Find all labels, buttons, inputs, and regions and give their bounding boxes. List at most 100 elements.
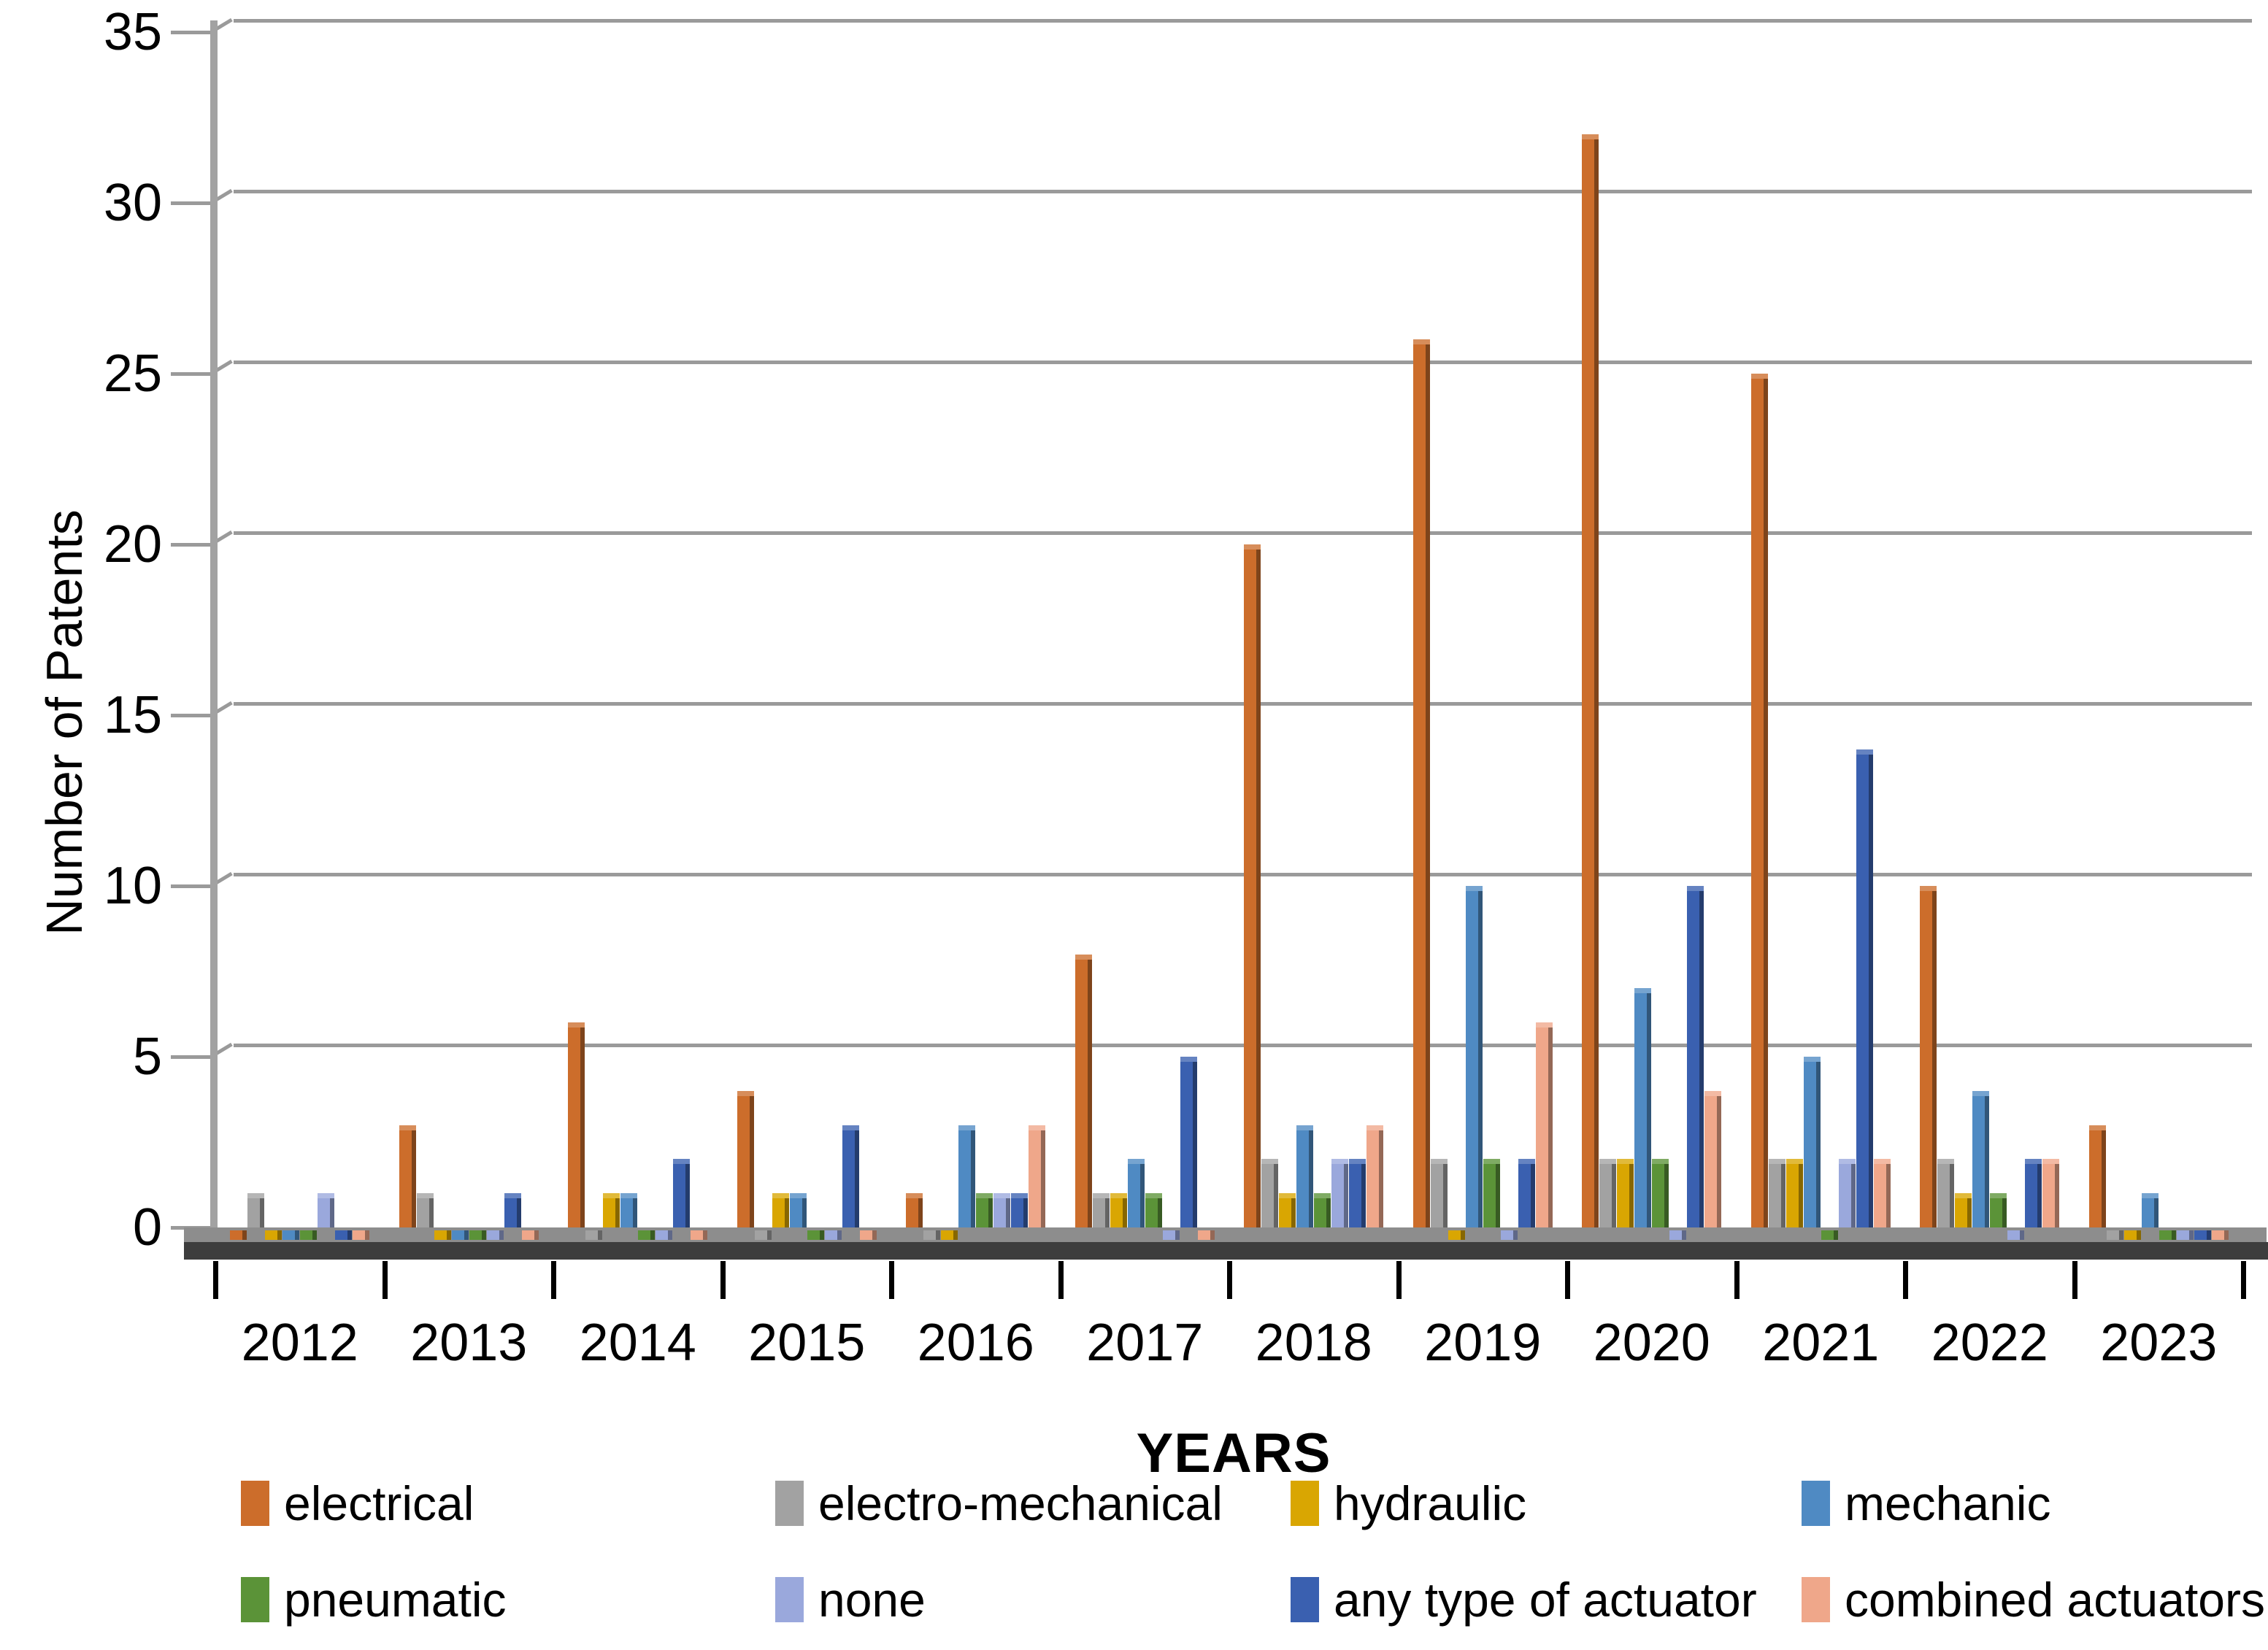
bar-none-2012	[318, 1193, 334, 1227]
zero-pad-combined-actuators-2013	[521, 1230, 539, 1240]
bar-shade-edge	[1495, 1159, 1500, 1227]
zero-pad-none-2022	[2007, 1230, 2024, 1240]
legend-item-pneumatic: pneumatic	[241, 1570, 507, 1629]
x-axis-title: YEARS	[1136, 1422, 1331, 1484]
x-axis-tick-9	[1734, 1261, 1740, 1299]
pad-shade-edge	[2118, 1230, 2123, 1240]
zero-pad-hydraulic-2012	[265, 1230, 282, 1240]
plot-floor-front	[184, 1242, 2268, 1260]
bar-shade-edge	[1122, 1193, 1127, 1227]
bar-shade-edge	[1850, 1159, 1856, 1227]
bar-combined-actuators-2020	[1704, 1090, 1721, 1227]
zero-pad-combined-actuators-2015	[859, 1230, 877, 1240]
gridline-15	[234, 702, 2252, 706]
legend-swatch-icon	[1291, 1481, 1319, 1526]
x-axis-tick-7	[1396, 1261, 1402, 1299]
bar-shade-edge	[516, 1193, 521, 1227]
bar-shade-edge	[971, 1125, 975, 1227]
bar-electrical-2015	[737, 1090, 754, 1227]
pad-shade-edge	[953, 1230, 958, 1240]
legend-item-none: none	[775, 1570, 926, 1629]
bar-shade-edge	[1717, 1090, 1721, 1227]
bar-shade-edge	[854, 1125, 859, 1227]
bar-top-cap	[247, 1193, 264, 1199]
x-axis-label-2017: 2017	[1086, 1314, 1204, 1372]
bar-any-type-of-actuator-2016	[1011, 1193, 1028, 1227]
bar-any-type-of-actuator-2015	[842, 1125, 859, 1227]
bar-none-2018	[1331, 1159, 1348, 1227]
zero-pad-electrical-2012	[230, 1230, 247, 1240]
zero-pad-combined-actuators-2023	[2211, 1230, 2229, 1240]
y-axis-tick-5	[171, 1055, 213, 1059]
legend-label: combined actuators	[1845, 1573, 2265, 1627]
bar-shade-edge	[1477, 886, 1483, 1227]
bar-shade-edge	[2153, 1193, 2159, 1227]
gridline-25	[234, 361, 2252, 364]
x-axis-tick-6	[1227, 1261, 1232, 1299]
x-axis-tick-2	[551, 1261, 556, 1299]
bar-pneumatic-2020	[1652, 1159, 1669, 1227]
bar-top-cap	[416, 1193, 434, 1199]
y-axis-label-30: 30	[103, 174, 162, 232]
bar-top-cap	[1972, 1090, 1989, 1096]
bar-hydraulic-2017	[1110, 1193, 1127, 1227]
legend-label: electrical	[284, 1476, 474, 1530]
bar-top-cap	[2088, 1125, 2106, 1130]
bar-top-cap	[976, 1193, 993, 1199]
pad-shade-edge	[2020, 1230, 2024, 1240]
bar-shade-edge	[749, 1090, 754, 1227]
bar-hydraulic-2018	[1279, 1193, 1296, 1227]
x-axis-tick-4	[889, 1261, 894, 1299]
pad-shade-edge	[446, 1230, 451, 1240]
bar-top-cap	[906, 1193, 923, 1199]
bar-electro-mechanical-2021	[1768, 1159, 1785, 1227]
bar-electrical-2021	[1750, 374, 1768, 1227]
zero-pad-hydraulic-2016	[941, 1230, 958, 1240]
bar-mechanic-2016	[958, 1125, 975, 1227]
y-axis-tick-30	[171, 201, 213, 205]
bar-shade-edge	[1087, 954, 1092, 1227]
x-axis-tick-11	[2072, 1261, 2077, 1299]
pad-shade-edge	[668, 1230, 672, 1240]
bar-top-cap	[842, 1125, 859, 1130]
x-axis-label-2016: 2016	[917, 1314, 1034, 1372]
gridline-20	[234, 531, 2252, 535]
bar-shade-edge	[1885, 1159, 1891, 1227]
x-axis-label-2013: 2013	[410, 1314, 528, 1372]
pad-shade-edge	[1833, 1230, 1838, 1240]
zero-pad-hydraulic-2013	[434, 1230, 451, 1240]
bar-top-cap	[1349, 1159, 1366, 1165]
pad-shade-edge	[1175, 1230, 1180, 1240]
bar-pneumatic-2016	[976, 1193, 993, 1227]
y-axis-label-15: 15	[103, 686, 162, 744]
y-axis-tick-15	[171, 714, 213, 717]
bar-top-cap	[1687, 886, 1704, 891]
bar-top-cap	[2025, 1159, 2042, 1165]
bar-shade-edge	[615, 1193, 620, 1227]
legend-swatch-icon	[1802, 1481, 1830, 1526]
bar-hydraulic-2022	[1955, 1193, 1972, 1227]
x-axis-label-2023: 2023	[2100, 1314, 2218, 1372]
bar-top-cap	[1803, 1057, 1821, 1062]
bar-top-cap	[1873, 1159, 1891, 1165]
pad-shade-edge	[1682, 1230, 1686, 1240]
bar-electrical-2017	[1075, 954, 1092, 1227]
bar-shade-edge	[1985, 1090, 1989, 1227]
zero-pad-combined-actuators-2012	[353, 1230, 369, 1240]
bar-top-cap	[1075, 954, 1092, 960]
zero-pad-any-type-of-actuator-2023	[2194, 1230, 2211, 1240]
y-axis-tick-25	[171, 372, 213, 376]
pad-shade-edge	[650, 1230, 655, 1240]
bar-top-cap	[318, 1193, 334, 1199]
bar-shade-edge	[1763, 374, 1768, 1227]
pad-shade-edge	[2171, 1230, 2176, 1240]
bar-shade-edge	[1798, 1159, 1803, 1227]
pad-shade-edge	[2188, 1230, 2194, 1240]
bar-mechanic-2015	[789, 1193, 807, 1227]
bar-top-cap	[1314, 1193, 1331, 1199]
bar-combined-actuators-2022	[2042, 1159, 2059, 1227]
x-axis-label-2012: 2012	[241, 1314, 358, 1372]
bar-mechanic-2022	[1972, 1090, 1989, 1227]
legend-label: electro-mechanical	[818, 1476, 1223, 1530]
legend-label: none	[818, 1573, 926, 1627]
